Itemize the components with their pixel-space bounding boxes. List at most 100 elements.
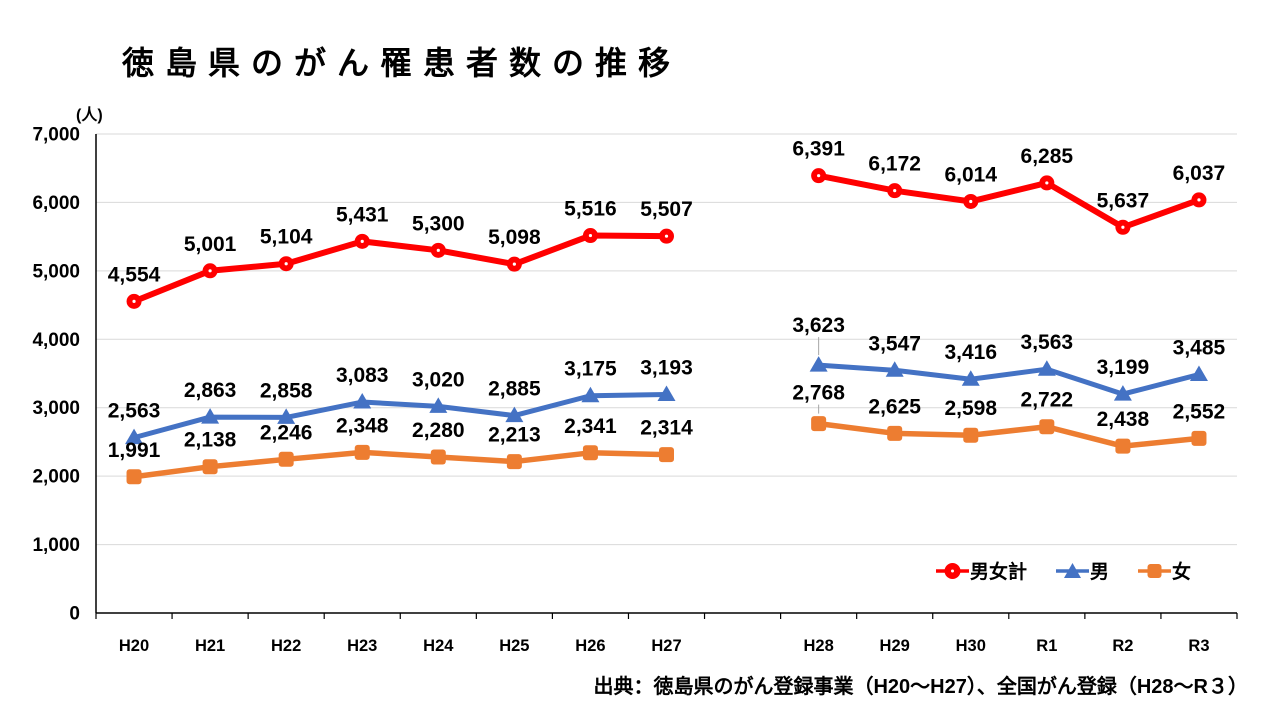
data-label-male: 3,416 [944, 341, 997, 364]
data-point-marker-male [277, 408, 296, 424]
data-label-male: 2,863 [184, 379, 237, 402]
data-label-female: 2,213 [488, 424, 541, 447]
data-point-marker-male [809, 356, 828, 372]
data-label-total: 6,391 [792, 138, 845, 161]
y-axis-tick-label: 4,000 [32, 330, 80, 351]
data-point-marker-female [278, 451, 294, 467]
y-axis-tick-label: 3,000 [32, 398, 80, 419]
x-axis-tick-label: H27 [651, 637, 681, 655]
data-point-marker-male [1189, 365, 1208, 382]
data-label-total: 5,516 [564, 198, 617, 221]
marker-center-dot [817, 174, 821, 178]
data-point-marker-male [1113, 385, 1132, 401]
data-point-marker-male [1037, 360, 1056, 376]
triangle-marker-icon [1056, 562, 1090, 578]
data-label-total: 5,098 [488, 226, 541, 249]
data-label-total: 5,431 [336, 203, 389, 226]
data-point-marker-female [811, 416, 827, 432]
data-label-male: 3,175 [564, 358, 617, 381]
y-axis-tick-label: 1,000 [32, 535, 80, 556]
data-point-marker-female [582, 445, 598, 461]
data-point-marker-female [202, 459, 218, 475]
data-label-female: 2,280 [412, 419, 465, 442]
data-label-male: 3,563 [1021, 331, 1074, 354]
data-point-marker-male [581, 386, 600, 403]
source-note: 出典：徳島県のがん登録事業（H20～H27）、全国がん登録（H28～R３） [593, 676, 1248, 698]
square-marker-icon [1138, 563, 1172, 578]
series-line-total [131, 232, 670, 305]
data-label-total: 5,300 [412, 212, 465, 235]
data-point-marker-male [505, 406, 524, 423]
data-label-male: 2,858 [260, 379, 313, 402]
marker-center-dot [132, 299, 136, 303]
data-label-male: 3,020 [412, 368, 465, 391]
marker-center-dot [1197, 198, 1201, 202]
data-point-marker-female [430, 449, 446, 465]
data-label-total: 6,285 [1021, 145, 1074, 168]
data-point-marker-male [961, 370, 980, 386]
series-line-male [131, 392, 669, 441]
y-axis-tick-label: 5,000 [32, 261, 80, 282]
data-point-marker-male [125, 428, 144, 445]
legend-label-female: 女 [1172, 562, 1192, 583]
marker-center-dot [208, 269, 212, 273]
x-axis-tick-label: H23 [347, 637, 377, 655]
data-label-total: 5,507 [640, 198, 693, 221]
data-label-total: 5,104 [260, 226, 313, 249]
data-label-female: 2,138 [184, 429, 237, 452]
chart-title: 徳島県のがん罹患者数の推移 [122, 45, 682, 81]
data-label-male: 3,199 [1097, 356, 1150, 379]
data-point-marker-female [126, 469, 142, 485]
y-axis-tick-label: 0 [69, 604, 80, 625]
series-line-total [815, 172, 1202, 231]
data-label-male: 3,083 [336, 364, 389, 387]
data-label-total: 6,014 [944, 163, 997, 186]
data-point-marker-female [1191, 430, 1207, 446]
marker-center-dot [664, 234, 669, 238]
y-axis-unit-label: (人) [76, 107, 103, 124]
data-label-male: 2,563 [108, 400, 161, 423]
data-label-female: 2,625 [868, 395, 921, 418]
x-axis-tick-label: H20 [119, 637, 149, 655]
data-label-female: 1,991 [108, 439, 161, 462]
data-label-total: 5,001 [184, 233, 237, 256]
series-line-male [816, 362, 1202, 397]
x-axis-tick-label: R1 [1036, 637, 1057, 655]
legend-label-total: 男女計 [970, 562, 1028, 583]
data-label-total: 6,172 [868, 153, 921, 176]
marker-center-dot [284, 262, 288, 266]
data-label-male: 3,485 [1173, 337, 1226, 360]
legend-item-female: 女 [1138, 557, 1191, 584]
data-label-total: 4,554 [108, 263, 161, 286]
data-point-marker-male [885, 361, 904, 377]
x-axis-tick-label: H22 [271, 637, 301, 655]
data-label-female: 2,246 [260, 421, 313, 444]
data-label-female: 2,552 [1173, 400, 1226, 423]
y-axis-tick-label: 7,000 [32, 125, 80, 146]
data-point-marker-female [506, 454, 522, 470]
marker-center-dot [512, 262, 516, 266]
legend: 男女計 男 女 [936, 557, 1191, 584]
marker-center-dot [969, 199, 973, 204]
legend-label-male: 男 [1090, 562, 1110, 583]
x-axis-tick-label: H28 [803, 637, 833, 655]
marker-center-dot [1121, 225, 1125, 229]
data-point-marker-female [963, 427, 979, 443]
y-axis-tick-label: 6,000 [32, 193, 80, 214]
x-axis-tick-label: H26 [575, 637, 605, 655]
data-point-marker-female [1039, 419, 1055, 435]
data-label-total: 6,037 [1173, 162, 1226, 185]
data-point-marker-female [659, 447, 674, 463]
data-label-female: 2,348 [336, 414, 389, 437]
x-axis-tick-label: R3 [1188, 637, 1209, 655]
data-point-marker-female [887, 425, 903, 441]
x-axis-tick-label: R2 [1112, 637, 1133, 655]
data-label-female: 2,768 [792, 382, 845, 405]
legend-item-male: 男 [1056, 557, 1109, 584]
series-line-female [131, 449, 670, 480]
x-axis-tick-label: H25 [499, 637, 529, 655]
x-axis-tick-label: H24 [423, 637, 454, 655]
marker-center-dot [1045, 181, 1049, 185]
marker-center-dot [588, 233, 593, 238]
